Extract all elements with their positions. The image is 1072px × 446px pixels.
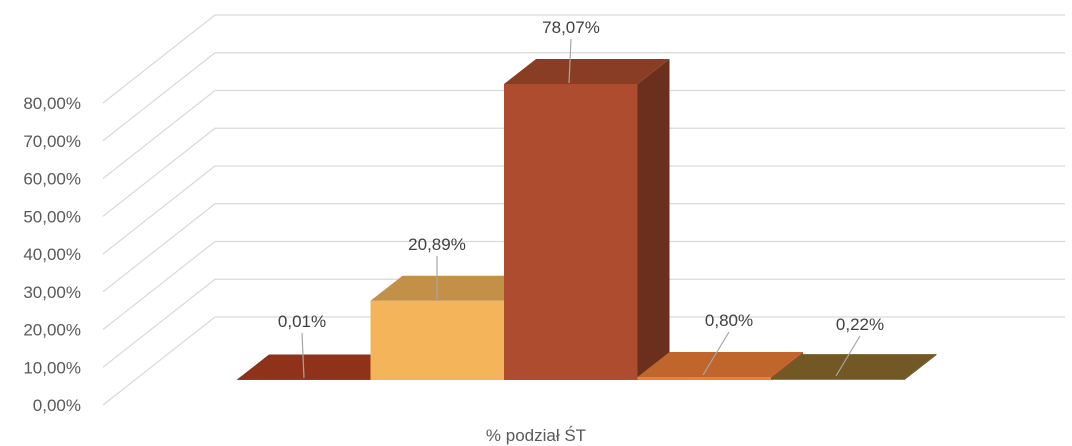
data-label: 0,01% [278,312,326,331]
y-tick-label: 0,00% [33,396,81,415]
gridline [102,89,1065,179]
bars [237,59,937,380]
gridlines [102,14,1065,406]
leader-line [568,38,572,84]
data-labels: 0,01% 20,89% 78,07% 0,80% 0,22% [278,18,884,379]
bar [504,84,638,380]
y-axis-ticks: 0,00% 10,00% 20,00% 30,00% 40,00% 50,00% 60,00… [23,94,81,415]
bar-side [637,59,670,380]
data-label: 78,07% [542,18,600,37]
bar [637,376,771,380]
data-label: 20,89% [408,235,466,254]
bar-top [637,351,803,377]
bar-top [237,354,403,380]
gridline [102,240,1065,330]
bar [370,300,504,380]
y-tick-label: 30,00% [23,283,81,302]
y-tick-label: 80,00% [23,94,81,113]
gridline [102,316,1065,406]
gridline [102,52,1065,142]
bar-top [771,354,937,380]
y-tick-label: 60,00% [23,170,81,189]
data-label: 0,80% [705,311,753,330]
gridline [102,278,1065,368]
leader-line [301,332,305,379]
gridline [102,127,1065,217]
y-tick-label: 70,00% [23,132,81,151]
leader-line [835,335,861,377]
bar-top [370,275,536,301]
bar-top [504,59,670,84]
gridline [102,14,1065,104]
bar [237,379,371,380]
gridline [102,165,1065,255]
y-tick-label: 20,00% [23,321,81,340]
y-tick-label: 40,00% [23,245,81,264]
x-axis-label: % podział ŚT [486,426,586,445]
bar-side [904,354,937,380]
data-label: 0,22% [836,315,884,334]
gridline [102,203,1065,293]
y-tick-label: 10,00% [23,358,81,377]
bar [771,379,905,380]
leader-line [702,331,730,376]
y-tick-label: 50,00% [23,207,81,226]
